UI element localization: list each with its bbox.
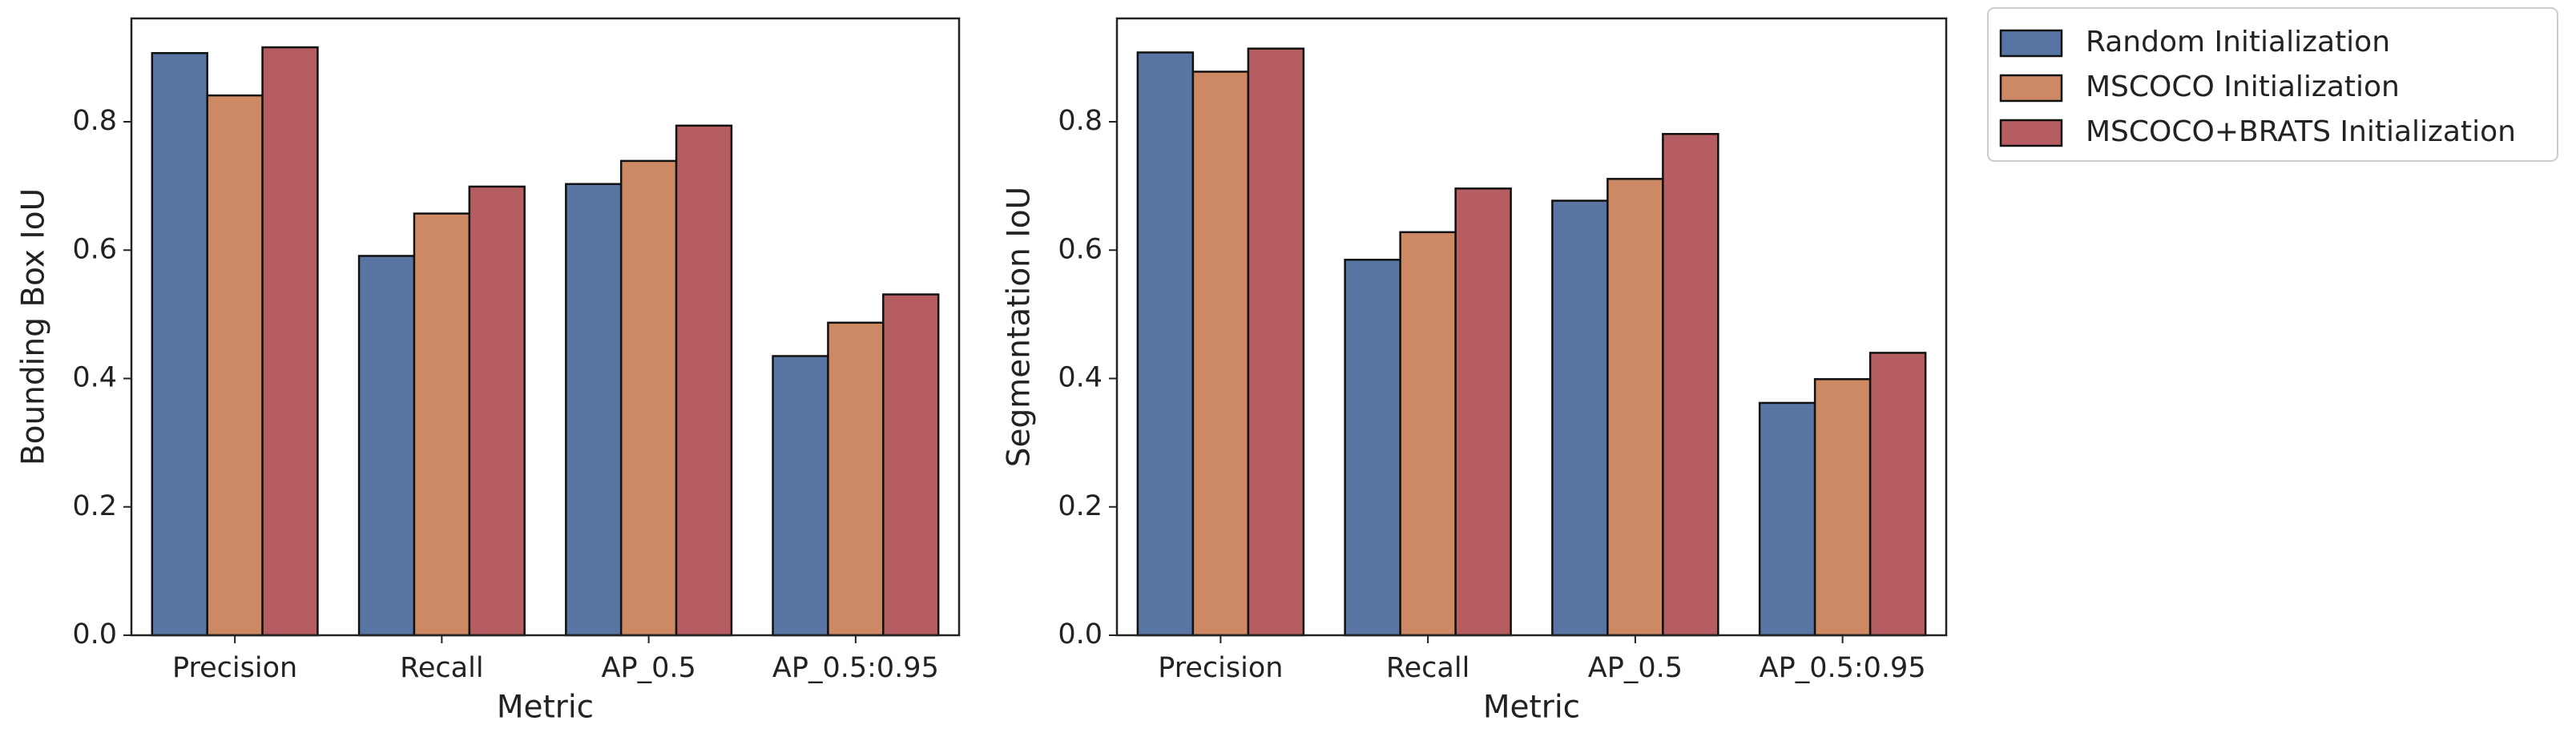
bar bbox=[675, 124, 733, 637]
bar bbox=[1551, 199, 1609, 637]
y-tick-label: 0.2 bbox=[1058, 490, 1103, 522]
y-tick-label: 0.8 bbox=[72, 105, 117, 137]
x-axis-label: Metric bbox=[497, 690, 594, 726]
x-tick-label: AP_0.5 bbox=[1588, 652, 1683, 684]
bar bbox=[413, 212, 471, 637]
x-tick-label: Recall bbox=[400, 652, 483, 684]
bar bbox=[772, 355, 829, 637]
legend-swatch bbox=[1999, 119, 2063, 147]
axes-frame bbox=[1115, 17, 1948, 637]
bar bbox=[1813, 378, 1872, 637]
bar bbox=[1247, 47, 1305, 637]
bar bbox=[468, 185, 526, 637]
legend-swatch bbox=[1999, 74, 2063, 103]
legend-label: MSCOCO+BRATS Initialization bbox=[2086, 115, 2516, 148]
bar bbox=[565, 183, 623, 637]
x-tick-label: Recall bbox=[1386, 652, 1469, 684]
bar bbox=[151, 52, 208, 637]
bar bbox=[1344, 259, 1401, 637]
x-tick-label: Precision bbox=[1158, 652, 1283, 684]
legend-frame bbox=[1987, 7, 2558, 162]
bar bbox=[1399, 231, 1457, 637]
y-axis-label: Bounding Box IoU bbox=[16, 188, 52, 465]
bar bbox=[1758, 401, 1816, 637]
x-tick-label: Precision bbox=[172, 652, 297, 684]
bar bbox=[619, 159, 678, 637]
x-tick-label: AP_0.5 bbox=[602, 652, 696, 684]
x-tick-label: AP_0.5:0.95 bbox=[1760, 652, 1926, 684]
legend-label: Random Initialization bbox=[2086, 26, 2390, 58]
bar bbox=[206, 94, 264, 637]
y-tick-label: 0.0 bbox=[1058, 618, 1103, 650]
bar bbox=[1454, 187, 1512, 637]
bar bbox=[1191, 70, 1250, 637]
bar bbox=[261, 46, 319, 637]
x-axis-label: Metric bbox=[1483, 690, 1580, 726]
bar bbox=[1606, 178, 1664, 637]
y-tick-label: 0.4 bbox=[1058, 362, 1103, 394]
y-tick-label: 0.6 bbox=[72, 233, 117, 265]
bar bbox=[827, 321, 885, 637]
bar bbox=[1136, 51, 1195, 637]
y-tick-label: 0.2 bbox=[72, 490, 117, 522]
y-axis-label: Segmentation IoU bbox=[1002, 187, 1038, 467]
bar bbox=[357, 255, 416, 637]
legend-label: MSCOCO Initialization bbox=[2086, 70, 2400, 103]
bar bbox=[882, 293, 940, 637]
bar bbox=[1869, 352, 1927, 637]
y-tick-label: 0.4 bbox=[72, 362, 117, 394]
x-tick-label: AP_0.5:0.95 bbox=[772, 652, 939, 684]
legend-swatch bbox=[1999, 29, 2063, 58]
y-tick-label: 0.0 bbox=[72, 618, 117, 650]
y-tick-label: 0.8 bbox=[1058, 105, 1103, 137]
bar bbox=[1662, 132, 1719, 637]
y-tick-label: 0.6 bbox=[1058, 233, 1103, 265]
axes-frame bbox=[130, 17, 961, 637]
